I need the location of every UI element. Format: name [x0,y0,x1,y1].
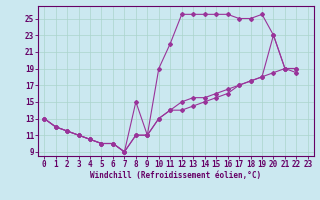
X-axis label: Windchill (Refroidissement éolien,°C): Windchill (Refroidissement éolien,°C) [91,171,261,180]
